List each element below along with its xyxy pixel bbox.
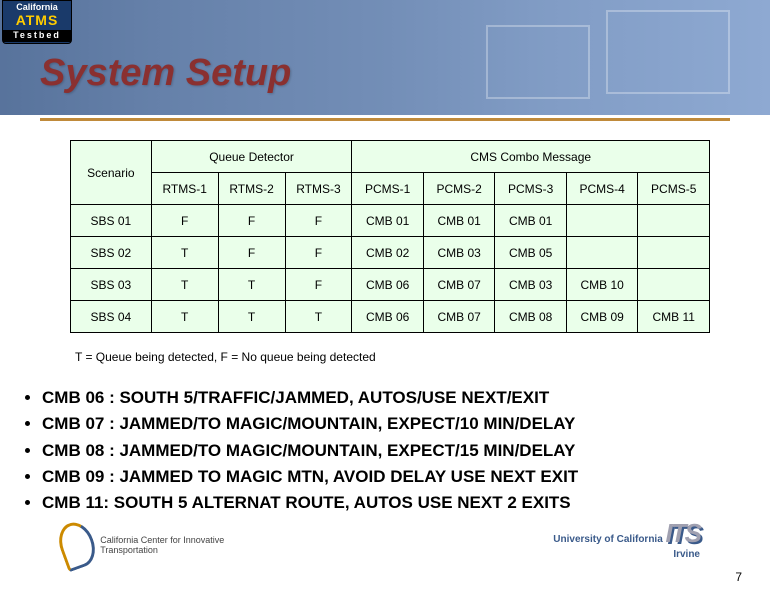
cmb-definitions: CMB 06 : SOUTH 5/TRAFFIC/JAMMED, AUTOS/U… xyxy=(22,385,752,517)
group-cms: CMS Combo Message xyxy=(352,141,710,173)
table-cell: CMB 07 xyxy=(423,301,495,333)
atms-logo: California ATMS Testbed xyxy=(2,0,72,44)
col-rtms-3: RTMS-3 xyxy=(285,173,352,205)
page-number: 7 xyxy=(735,570,742,584)
table-cell xyxy=(566,205,638,237)
bullet-item: CMB 11: SOUTH 5 ALTERNAT ROUTE, AUTOS US… xyxy=(42,490,752,516)
bullet-item: CMB 09 : JAMMED TO MAGIC MTN, AVOID DELA… xyxy=(42,464,752,490)
table-cell: SBS 01 xyxy=(71,205,152,237)
table-cell xyxy=(638,205,710,237)
table-cell: CMB 01 xyxy=(352,205,424,237)
table-cell: T xyxy=(151,269,218,301)
table-cell: CMB 09 xyxy=(566,301,638,333)
table-row: SBS 01FFFCMB 01CMB 01CMB 01 xyxy=(71,205,710,237)
table-cell: CMB 01 xyxy=(423,205,495,237)
header-row-1: Scenario Queue Detector CMS Combo Messag… xyxy=(71,141,710,173)
table-legend: T = Queue being detected, F = No queue b… xyxy=(75,350,376,364)
col-pcms-4: PCMS-4 xyxy=(566,173,638,205)
scenario-table-wrap: Scenario Queue Detector CMS Combo Messag… xyxy=(70,140,710,333)
its-text: ITS xyxy=(666,518,700,548)
col-pcms-2: PCMS-2 xyxy=(423,173,495,205)
table-cell: F xyxy=(285,269,352,301)
logo-line2: ATMS xyxy=(3,13,71,28)
table-cell: CMB 11 xyxy=(638,301,710,333)
table-row: SBS 04TTTCMB 06CMB 07CMB 08CMB 09CMB 11 xyxy=(71,301,710,333)
table-cell xyxy=(638,237,710,269)
bullet-item: CMB 07 : JAMMED/TO MAGIC/MOUNTAIN, EXPEC… xyxy=(42,411,752,437)
table-cell: SBS 03 xyxy=(71,269,152,301)
table-cell: F xyxy=(285,205,352,237)
table-row: SBS 02TFFCMB 02CMB 03CMB 05 xyxy=(71,237,710,269)
table-cell: T xyxy=(151,301,218,333)
table-cell: CMB 03 xyxy=(423,237,495,269)
table-cell: CMB 05 xyxy=(495,237,567,269)
table-cell: CMB 08 xyxy=(495,301,567,333)
table-cell xyxy=(566,237,638,269)
table-cell: SBS 02 xyxy=(71,237,152,269)
title-rule xyxy=(40,118,730,121)
table-cell: SBS 04 xyxy=(71,301,152,333)
table-cell: F xyxy=(151,205,218,237)
table-cell: F xyxy=(218,205,285,237)
uni-text: University of California xyxy=(553,534,662,545)
table-cell: T xyxy=(218,301,285,333)
scenario-header: Scenario xyxy=(71,141,152,205)
col-pcms-5: PCMS-5 xyxy=(638,173,710,205)
group-queue: Queue Detector xyxy=(151,141,352,173)
ccit-swirl-icon xyxy=(53,518,101,573)
city-text: Irvine xyxy=(673,549,700,560)
col-rtms-2: RTMS-2 xyxy=(218,173,285,205)
table-body: SBS 01FFFCMB 01CMB 01CMB 01SBS 02TFFCMB … xyxy=(71,205,710,333)
page-title: System Setup xyxy=(40,52,291,95)
table-cell: T xyxy=(218,269,285,301)
col-rtms-1: RTMS-1 xyxy=(151,173,218,205)
table-cell: F xyxy=(218,237,285,269)
table-cell: CMB 07 xyxy=(423,269,495,301)
bullet-item: CMB 08 : JAMMED/TO MAGIC/MOUNTAIN, EXPEC… xyxy=(42,438,752,464)
footer-logo-ccit: California Center for Innovative Transpo… xyxy=(60,520,230,570)
footer-logo-its: University of California ITS Irvine xyxy=(520,518,700,568)
table-cell: CMB 01 xyxy=(495,205,567,237)
table-cell: CMB 06 xyxy=(352,301,424,333)
table-cell: T xyxy=(151,237,218,269)
table-row: SBS 03TTFCMB 06CMB 07CMB 03CMB 10 xyxy=(71,269,710,301)
table-cell: T xyxy=(285,301,352,333)
logo-line3: Testbed xyxy=(3,30,71,42)
table-cell: F xyxy=(285,237,352,269)
header-decoration xyxy=(390,0,770,115)
col-pcms-3: PCMS-3 xyxy=(495,173,567,205)
table-cell: CMB 10 xyxy=(566,269,638,301)
table-cell: CMB 06 xyxy=(352,269,424,301)
scenario-table: Scenario Queue Detector CMS Combo Messag… xyxy=(70,140,710,333)
table-cell: CMB 02 xyxy=(352,237,424,269)
col-pcms-1: PCMS-1 xyxy=(352,173,424,205)
header-row-2: RTMS-1 RTMS-2 RTMS-3 PCMS-1 PCMS-2 PCMS-… xyxy=(71,173,710,205)
ccit-text: California Center for Innovative Transpo… xyxy=(100,535,230,555)
table-cell: CMB 03 xyxy=(495,269,567,301)
table-cell xyxy=(638,269,710,301)
bullet-item: CMB 06 : SOUTH 5/TRAFFIC/JAMMED, AUTOS/U… xyxy=(42,385,752,411)
